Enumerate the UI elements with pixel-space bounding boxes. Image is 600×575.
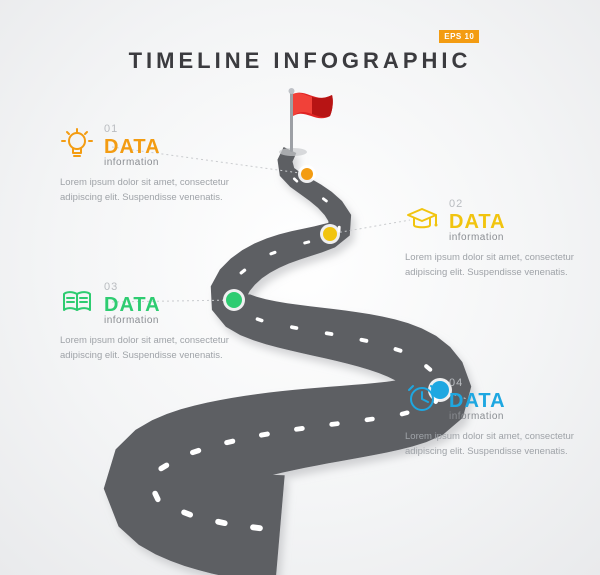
- block-subtitle: information: [104, 316, 161, 327]
- block-header: 04 DATA information: [405, 374, 595, 422]
- block-header: 02 DATA information: [405, 195, 595, 243]
- block-body: Lorem ipsum dolor sit amet, consectetur …: [405, 430, 595, 459]
- info-block-b4: 04 DATA information Lorem ipsum dolor si…: [405, 374, 595, 459]
- block-title: DATA: [449, 391, 506, 412]
- info-block-b2: 02 DATA information Lorem ipsum dolor si…: [405, 195, 595, 280]
- leader-line: [330, 220, 410, 234]
- block-number: 03: [104, 278, 161, 295]
- block-header: 03 DATA information: [60, 278, 250, 326]
- block-heading: 01 DATA information: [104, 120, 161, 168]
- road-marker: [301, 168, 313, 180]
- info-block-b3: 03 DATA information Lorem ipsum dolor si…: [60, 278, 250, 363]
- block-heading: 04 DATA information: [449, 374, 506, 422]
- block-title: DATA: [104, 295, 161, 316]
- block-body: Lorem ipsum dolor sit amet, consectetur …: [405, 251, 595, 280]
- bulb-icon: [60, 127, 94, 161]
- block-heading: 03 DATA information: [104, 278, 161, 326]
- info-block-b1: 01 DATA information Lorem ipsum dolor si…: [60, 120, 250, 205]
- block-subtitle: information: [104, 158, 161, 169]
- book-icon: [60, 285, 94, 319]
- block-number: 04: [449, 374, 506, 391]
- block-body: Lorem ipsum dolor sit amet, consectetur …: [60, 334, 250, 363]
- block-subtitle: information: [449, 412, 506, 423]
- block-title: DATA: [104, 137, 161, 158]
- block-heading: 02 DATA information: [449, 195, 506, 243]
- cap-icon: [405, 202, 439, 236]
- block-body: Lorem ipsum dolor sit amet, consectetur …: [60, 176, 250, 205]
- block-title: DATA: [449, 212, 506, 233]
- block-number: 02: [449, 195, 506, 212]
- infographic-stage: TIMELINE INFOGRAPHIC EPS 10: [0, 0, 600, 575]
- block-header: 01 DATA information: [60, 120, 250, 168]
- road-marker: [323, 227, 337, 241]
- block-number: 01: [104, 120, 161, 137]
- clock-icon: [405, 381, 439, 415]
- block-subtitle: information: [449, 233, 506, 244]
